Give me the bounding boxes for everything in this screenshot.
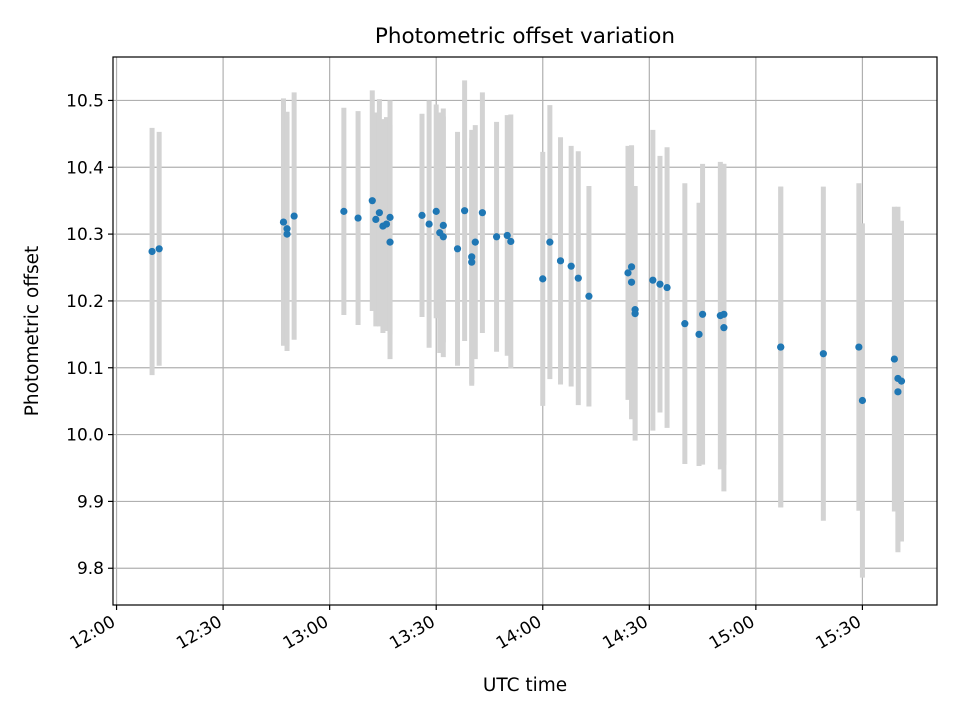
data-point xyxy=(372,215,380,223)
y-tick-label: 10.4 xyxy=(66,158,104,178)
data-point xyxy=(432,207,440,215)
data-points xyxy=(148,197,906,405)
data-point xyxy=(720,324,728,332)
data-point xyxy=(663,283,671,292)
plot-frame xyxy=(112,56,938,606)
data-point xyxy=(574,274,582,282)
grid xyxy=(113,57,937,605)
y-axis-label: Photometric offset xyxy=(22,246,43,417)
data-point xyxy=(585,292,593,300)
data-point xyxy=(897,377,906,385)
data-point xyxy=(468,258,476,266)
data-point xyxy=(283,230,291,238)
data-point xyxy=(461,207,469,215)
data-point xyxy=(386,238,394,246)
data-point xyxy=(656,280,664,288)
data-point xyxy=(468,253,476,261)
data-point xyxy=(546,238,554,246)
data-point xyxy=(340,207,348,215)
data-point xyxy=(382,220,391,228)
data-point xyxy=(627,278,636,286)
data-point xyxy=(368,197,376,205)
data-point xyxy=(681,320,689,328)
data-point xyxy=(283,225,291,233)
data-point xyxy=(148,247,156,256)
data-point xyxy=(453,245,462,253)
data-point xyxy=(439,233,447,241)
data-point xyxy=(290,212,298,220)
data-point xyxy=(855,343,863,351)
data-point xyxy=(858,396,867,405)
y-tick-label: 10.0 xyxy=(66,426,104,446)
data-point xyxy=(279,218,288,226)
data-point xyxy=(890,355,898,363)
data-point xyxy=(507,237,515,246)
y-tick-label: 9.9 xyxy=(77,492,104,512)
data-point xyxy=(375,209,383,217)
data-point xyxy=(556,257,565,265)
data-point xyxy=(354,214,362,222)
data-point xyxy=(386,213,394,221)
data-point xyxy=(471,238,479,246)
data-point xyxy=(567,262,575,270)
data-point xyxy=(492,233,501,241)
data-point xyxy=(624,269,632,277)
data-point xyxy=(819,350,827,358)
data-point xyxy=(695,330,703,338)
data-point xyxy=(478,209,486,217)
data-point xyxy=(439,221,447,230)
y-axis-ticks: 9.8 9.9 10.0 10.1 10.2 10.3 10.4 10.5 xyxy=(66,91,113,579)
data-point xyxy=(698,310,707,318)
data-point xyxy=(418,211,426,219)
y-tick-label: 9.8 xyxy=(77,559,104,579)
data-point xyxy=(649,276,657,284)
data-point xyxy=(720,310,728,318)
data-point xyxy=(631,310,639,318)
data-point xyxy=(894,388,902,396)
data-point xyxy=(777,343,785,351)
data-point xyxy=(425,220,433,228)
y-tick-label: 10.5 xyxy=(66,91,104,111)
data-point xyxy=(155,245,163,253)
chart-title: Photometric offset variation xyxy=(375,24,675,49)
data-point xyxy=(503,231,511,240)
y-tick-label: 10.3 xyxy=(66,225,104,245)
data-point xyxy=(627,263,636,271)
data-point xyxy=(539,275,547,283)
x-axis-label: UTC time xyxy=(483,675,567,696)
y-tick-label: 10.1 xyxy=(66,359,104,379)
y-tick-label: 10.2 xyxy=(66,292,104,312)
